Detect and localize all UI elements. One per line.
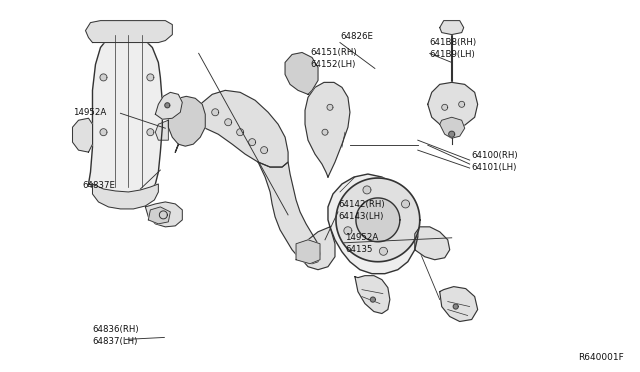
Polygon shape — [260, 147, 268, 154]
Polygon shape — [225, 119, 232, 126]
Polygon shape — [302, 227, 335, 270]
Polygon shape — [148, 207, 170, 224]
Polygon shape — [356, 198, 400, 242]
Polygon shape — [88, 33, 163, 196]
Polygon shape — [86, 20, 172, 42]
Polygon shape — [305, 82, 350, 177]
Polygon shape — [401, 200, 410, 208]
Text: 64101(LH): 64101(LH) — [472, 163, 517, 171]
Polygon shape — [459, 101, 465, 107]
Polygon shape — [363, 186, 371, 194]
Polygon shape — [449, 131, 454, 137]
Polygon shape — [93, 184, 158, 209]
Polygon shape — [285, 52, 318, 94]
Polygon shape — [156, 120, 168, 140]
Polygon shape — [440, 117, 465, 138]
Text: 641B9(LH): 641B9(LH) — [430, 50, 476, 59]
Polygon shape — [355, 276, 390, 314]
Polygon shape — [380, 247, 387, 255]
Polygon shape — [328, 174, 418, 274]
Text: 64143(LH): 64143(LH) — [338, 212, 383, 221]
Polygon shape — [147, 74, 154, 81]
Polygon shape — [175, 90, 288, 167]
Polygon shape — [147, 129, 154, 136]
Text: 64826E: 64826E — [340, 32, 373, 41]
Polygon shape — [415, 227, 450, 260]
Polygon shape — [296, 240, 320, 264]
Polygon shape — [145, 202, 182, 227]
Text: 64100(RH): 64100(RH) — [472, 151, 518, 160]
Polygon shape — [100, 74, 107, 81]
Polygon shape — [249, 139, 255, 146]
Text: 64152(LH): 64152(LH) — [310, 60, 355, 69]
Polygon shape — [428, 82, 477, 127]
Polygon shape — [258, 162, 320, 264]
Polygon shape — [327, 104, 333, 110]
Polygon shape — [156, 92, 182, 119]
Polygon shape — [336, 178, 420, 262]
Polygon shape — [440, 20, 464, 35]
Text: 64142(RH): 64142(RH) — [338, 201, 385, 209]
Text: R640001F: R640001F — [579, 353, 625, 362]
Polygon shape — [344, 227, 352, 235]
Polygon shape — [371, 297, 376, 302]
Polygon shape — [237, 129, 244, 136]
Text: 64836(RH): 64836(RH) — [92, 325, 139, 334]
Polygon shape — [440, 286, 477, 321]
Polygon shape — [100, 129, 107, 136]
Polygon shape — [322, 129, 328, 135]
Text: 64837E: 64837E — [83, 182, 115, 190]
Polygon shape — [453, 304, 458, 309]
Polygon shape — [165, 103, 170, 108]
Text: 14952A: 14952A — [72, 108, 106, 117]
Polygon shape — [159, 211, 167, 219]
Polygon shape — [212, 109, 219, 116]
Text: 64151(RH): 64151(RH) — [310, 48, 356, 57]
Polygon shape — [442, 104, 448, 110]
Text: 14952A: 14952A — [345, 233, 378, 242]
Text: 64837(LH): 64837(LH) — [93, 337, 138, 346]
Polygon shape — [168, 96, 205, 146]
Polygon shape — [72, 118, 93, 152]
Text: 64135: 64135 — [345, 245, 372, 254]
Text: 641B8(RH): 641B8(RH) — [430, 38, 477, 47]
